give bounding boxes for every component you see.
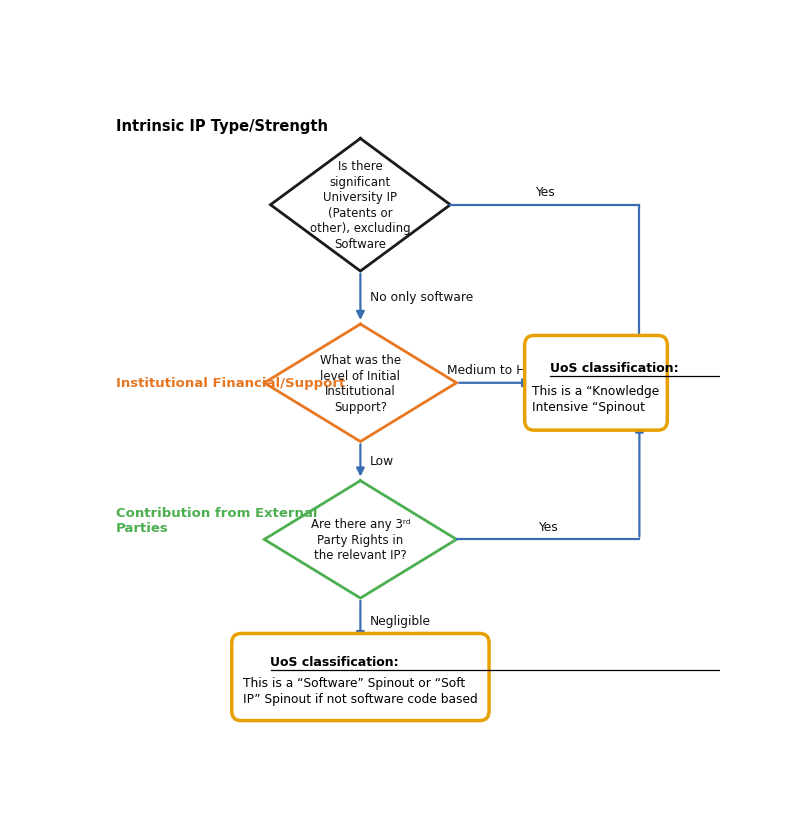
Text: Negligible: Negligible [370, 614, 430, 627]
Polygon shape [264, 481, 457, 599]
Text: Institutional Financial/Support: Institutional Financial/Support [115, 377, 345, 390]
Text: Yes: Yes [535, 186, 554, 199]
Polygon shape [264, 324, 457, 442]
Text: Contribution from External
Parties: Contribution from External Parties [115, 507, 317, 535]
Text: No only software: No only software [370, 291, 473, 304]
Text: What was the
level of Initial
Institutional
Support?: What was the level of Initial Institutio… [320, 354, 401, 413]
Text: This is a “Software” Spinout or “Soft
IP” Spinout if not software code based: This is a “Software” Spinout or “Soft IP… [243, 676, 478, 705]
FancyBboxPatch shape [525, 336, 667, 431]
Text: Is there
significant
University IP
(Patents or
other), excluding
Software: Is there significant University IP (Pate… [310, 161, 410, 251]
Text: Low: Low [370, 455, 394, 468]
Text: This is a “Knowledge
Intensive “Spinout: This is a “Knowledge Intensive “Spinout [532, 385, 660, 414]
Text: UoS classification:: UoS classification: [270, 655, 399, 668]
FancyBboxPatch shape [232, 634, 489, 721]
Text: Medium to High: Medium to High [446, 364, 544, 377]
Text: Intrinsic IP Type/Strength: Intrinsic IP Type/Strength [115, 119, 327, 133]
Text: Yes: Yes [538, 520, 558, 533]
Text: UoS classification:: UoS classification: [550, 361, 678, 374]
Polygon shape [270, 139, 450, 272]
Text: Are there any 3ʳᵈ
Party Rights in
the relevant IP?: Are there any 3ʳᵈ Party Rights in the re… [310, 518, 410, 562]
